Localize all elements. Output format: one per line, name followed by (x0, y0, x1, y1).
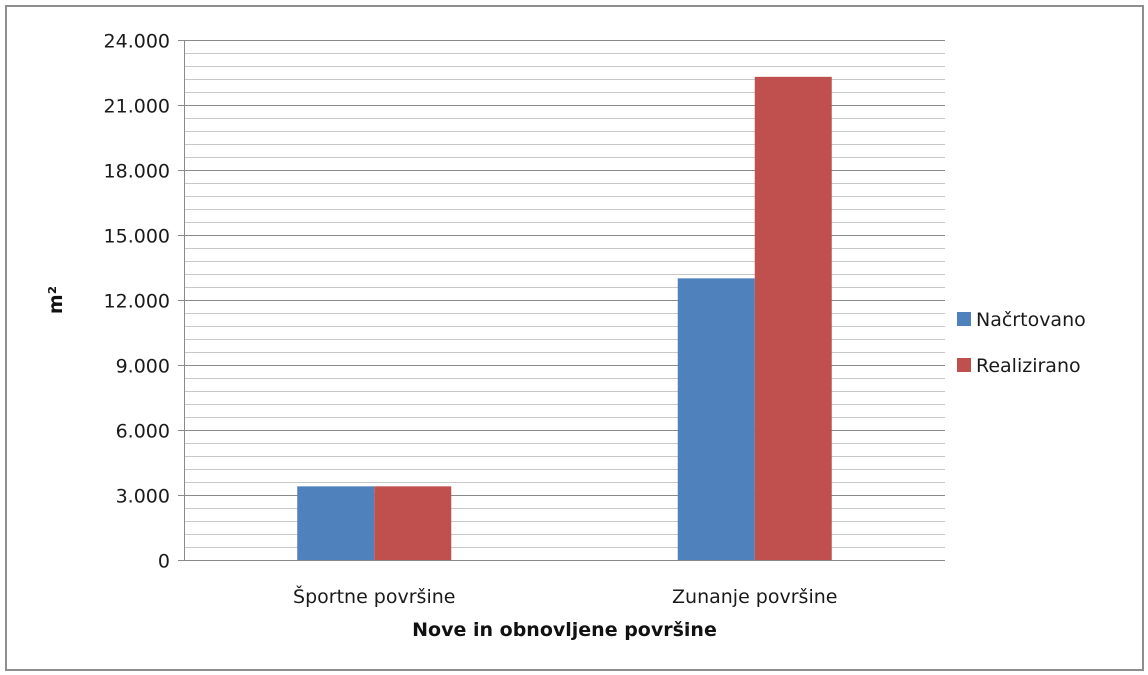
y-tick-label: 24.000 (104, 31, 170, 53)
y-tick-label: 9.000 (116, 356, 170, 378)
y-tick-label: 15.000 (104, 226, 170, 248)
x-category-label: Športne površine (293, 584, 455, 608)
bar-realizirano (374, 486, 452, 560)
legend-swatch (957, 358, 971, 372)
legend: Načrtovano Realizirano (957, 309, 1086, 377)
chart-svg: 0 3.000 6.000 9.000 12.000 15.000 18.000 21.000… (45, 31, 1086, 642)
x-axis-title: Nove in obnovljene površine (412, 619, 717, 641)
bars (297, 76, 832, 560)
axes (178, 40, 945, 561)
y-tick-label: 21.000 (104, 96, 170, 118)
bar-nacrtovano (297, 486, 375, 560)
y-tick-label: 0 (158, 551, 170, 573)
x-category-labels: Športne površine Zunanje površine (293, 584, 837, 608)
bar-realizirano (754, 76, 832, 560)
y-tick-label: 6.000 (116, 421, 170, 443)
y-tick-label: 3.000 (116, 486, 170, 508)
y-tick-label: 18.000 (104, 161, 170, 183)
y-axis-title: m² (45, 286, 67, 314)
chart-frame: 0 3.000 6.000 9.000 12.000 15.000 18.000 21.000… (5, 5, 1144, 671)
bar-nacrtovano (677, 278, 755, 560)
legend-label: Načrtovano (976, 309, 1086, 331)
legend-swatch (957, 312, 971, 326)
y-tick-label: 12.000 (104, 291, 170, 313)
y-tick-labels: 0 3.000 6.000 9.000 12.000 15.000 18.000 21.000… (104, 31, 170, 573)
legend-label: Realizirano (976, 355, 1081, 377)
x-category-label: Zunanje površine (672, 586, 837, 608)
